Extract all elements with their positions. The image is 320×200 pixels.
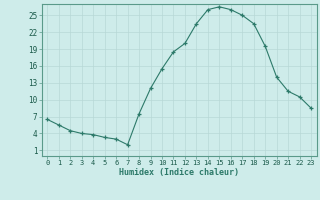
X-axis label: Humidex (Indice chaleur): Humidex (Indice chaleur) [119, 168, 239, 177]
